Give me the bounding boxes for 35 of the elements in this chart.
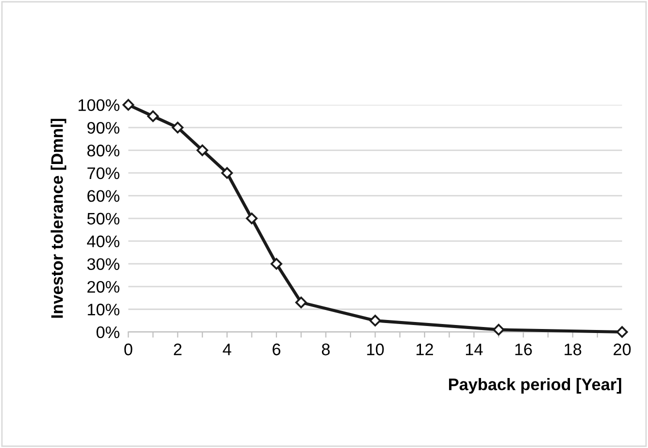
point <box>147 110 159 122</box>
point <box>369 314 382 326</box>
x-tick-label: 12 <box>416 344 434 356</box>
y-tick-label: 10% <box>88 304 120 316</box>
y-tick-label: 40% <box>86 236 120 248</box>
x-tick-label: 2 <box>174 344 182 356</box>
point <box>221 167 233 179</box>
point <box>196 144 208 156</box>
x-tick-label: 14 <box>466 344 483 356</box>
y-tick-label: 80% <box>87 144 120 156</box>
x-tick-label: 16 <box>515 344 532 356</box>
x-tick-label: 4 <box>222 344 232 356</box>
x-tick-label: 18 <box>564 344 582 356</box>
y-tick-label: 0% <box>96 326 120 338</box>
point <box>270 258 282 270</box>
point <box>492 324 504 336</box>
y-tick-label: 60% <box>87 190 120 202</box>
x-tick-label: 6 <box>272 344 280 356</box>
point <box>616 326 628 338</box>
x-tick-label: 8 <box>322 344 330 356</box>
point <box>122 99 134 111</box>
y-tick-label: 20% <box>87 280 120 293</box>
y-axis-title: Investor tolerance [Dmnl] <box>50 118 66 318</box>
x-tick-label: 20 <box>614 344 631 356</box>
point <box>246 212 258 224</box>
point <box>295 296 307 308</box>
y-tick-label: 90% <box>87 122 120 134</box>
point <box>172 122 184 134</box>
y-tick-label: 70% <box>87 167 120 180</box>
x-tick-label: 0 <box>124 344 132 356</box>
y-tick-label: 30% <box>87 258 120 270</box>
x-axis-title: Payback period [Year] <box>449 378 622 394</box>
x-tick-label: 10 <box>367 344 384 356</box>
y-tick-label: 50% <box>87 212 120 225</box>
y-tick-label: 100% <box>78 99 120 112</box>
